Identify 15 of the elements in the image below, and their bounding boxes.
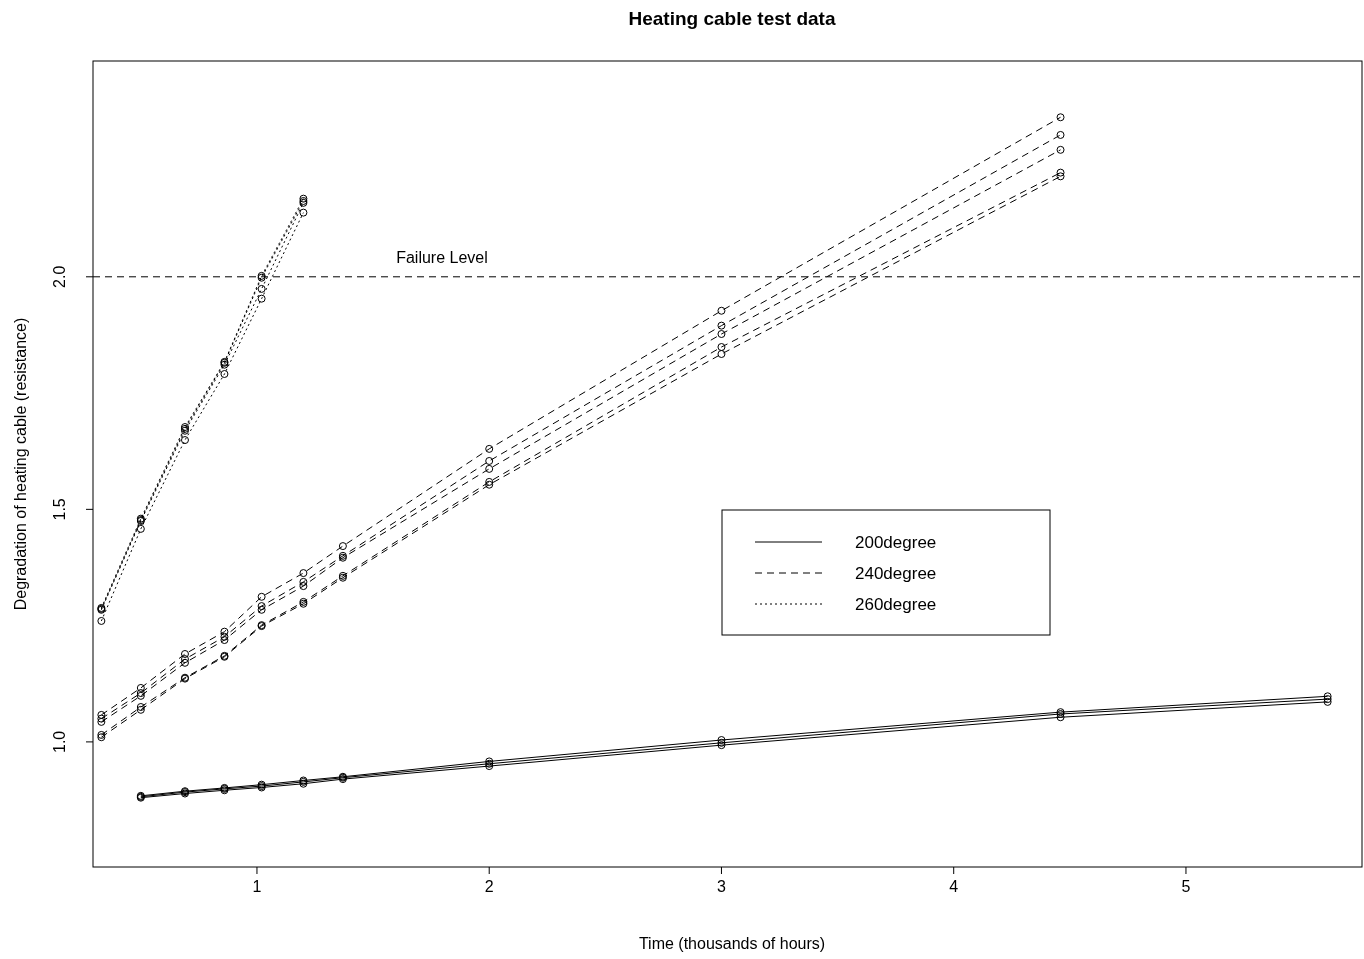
x-tick-label: 4	[949, 878, 959, 895]
chart-title: Heating cable test data	[628, 8, 836, 29]
y-tick-label: 1.5	[51, 498, 68, 521]
legend-label: 260degree	[855, 595, 937, 614]
y-axis-title: Degradation of heating cable (resistance)	[12, 317, 29, 611]
y-tick-label: 1.0	[51, 730, 68, 754]
x-tick-label: 3	[717, 878, 727, 895]
x-tick-label: 2	[484, 878, 494, 895]
x-tick-label: 5	[1181, 878, 1191, 895]
legend-label: 240degree	[855, 564, 937, 583]
legend-label: 200degree	[855, 533, 937, 552]
ref-line-label: Failure Level	[396, 248, 488, 266]
y-tick-label: 2.0	[51, 265, 68, 288]
x-axis-title: Time (thousands of hours)	[638, 935, 826, 952]
x-tick-label: 1	[252, 878, 262, 895]
